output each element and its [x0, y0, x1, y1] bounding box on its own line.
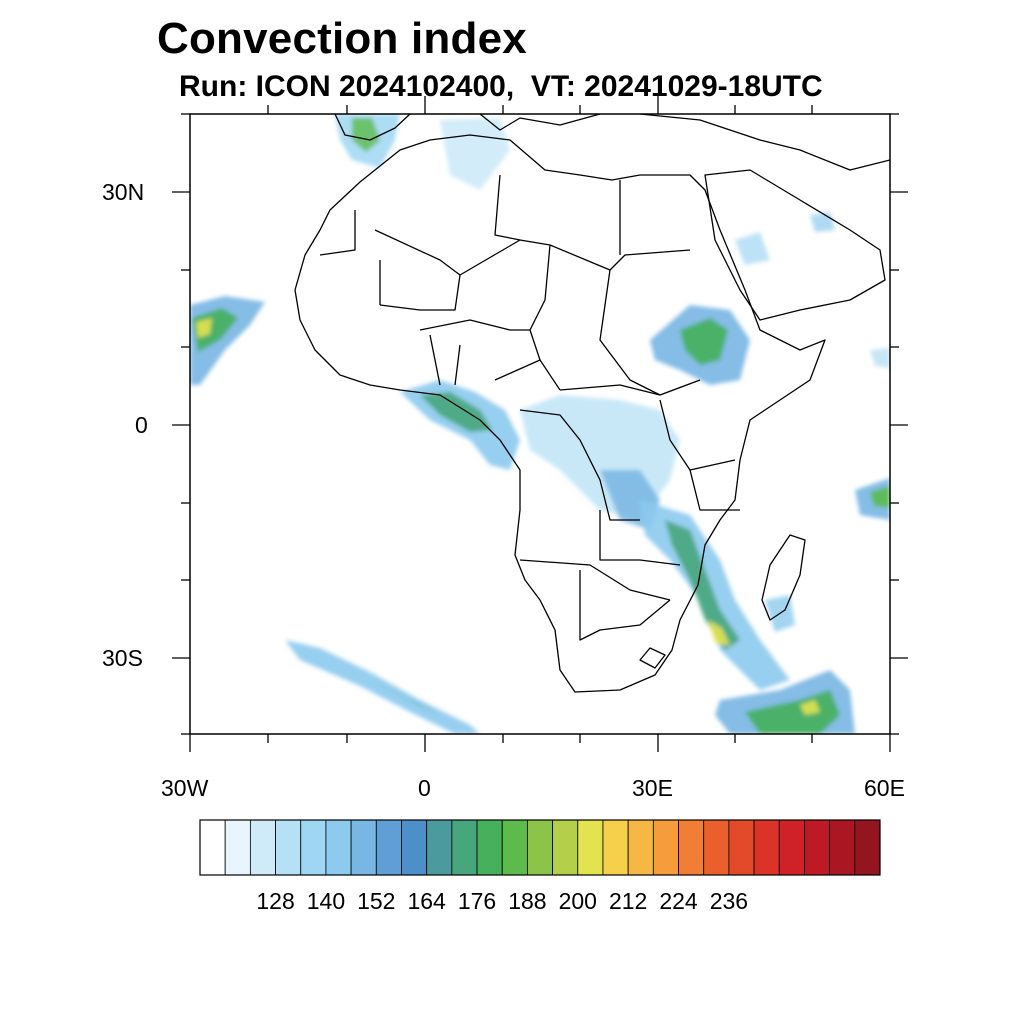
lat-label-30s: 30S: [102, 645, 143, 671]
lon-label-30w: 30W: [161, 775, 209, 801]
colorbar-tick-label: 152: [357, 888, 396, 914]
colorbar-tick-label: 128: [256, 888, 295, 914]
lat-label-0: 0: [135, 412, 148, 438]
lat-label-30n: 30N: [102, 179, 145, 205]
colorbar-tick-label: 224: [659, 888, 698, 914]
lon-label-60e: 60E: [864, 775, 905, 801]
convection-field: [190, 114, 890, 734]
chart-subtitle: Run: ICON 2024102400, VT: 20241029-18UTC: [179, 70, 823, 103]
colorbar-tick-label: 140: [306, 888, 346, 914]
colorbar-tick-label: 200: [558, 888, 597, 914]
colorbar-tick-label: 236: [709, 888, 749, 914]
colorbar-tick-label: 176: [457, 888, 497, 914]
axis-ticks: [172, 96, 908, 752]
plot-frame: [189, 113, 891, 735]
chart-title: Convection index: [157, 14, 527, 63]
colorbar-tick-label: 188: [508, 888, 547, 914]
colorbar-tick-label: 212: [608, 888, 648, 914]
lon-label-0: 0: [418, 775, 431, 801]
coastlines: [294, 114, 890, 693]
lon-label-30e: 30E: [632, 775, 673, 801]
colorbar-tick-label: 164: [407, 888, 446, 914]
